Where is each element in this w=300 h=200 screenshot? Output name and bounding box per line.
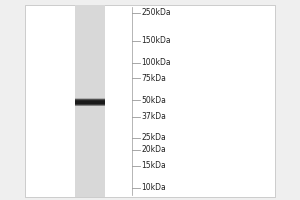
Text: 15kDa: 15kDa xyxy=(141,161,166,170)
Bar xyxy=(75,104,105,105)
Bar xyxy=(75,105,105,106)
Text: 50kDa: 50kDa xyxy=(141,96,166,105)
Text: 25kDa: 25kDa xyxy=(141,133,166,142)
Bar xyxy=(75,102,105,103)
Bar xyxy=(75,5,105,197)
Bar xyxy=(25,5,275,197)
Bar xyxy=(75,99,105,100)
Bar xyxy=(75,103,105,104)
Bar xyxy=(75,100,105,101)
Bar xyxy=(75,98,105,99)
Text: 10kDa: 10kDa xyxy=(141,183,166,192)
Text: 20kDa: 20kDa xyxy=(141,145,166,154)
Text: 37kDa: 37kDa xyxy=(141,112,166,121)
Text: 75kDa: 75kDa xyxy=(141,74,166,83)
Bar xyxy=(75,103,105,104)
Bar xyxy=(75,98,105,99)
Bar xyxy=(75,101,105,102)
Text: 250kDa: 250kDa xyxy=(141,8,171,17)
Bar xyxy=(75,102,105,103)
Bar xyxy=(75,101,105,104)
Bar xyxy=(75,100,105,101)
Bar xyxy=(75,105,105,106)
Bar xyxy=(75,101,105,102)
Text: 100kDa: 100kDa xyxy=(141,58,171,67)
Bar xyxy=(75,99,105,100)
Text: 150kDa: 150kDa xyxy=(141,36,171,45)
Bar xyxy=(75,104,105,105)
